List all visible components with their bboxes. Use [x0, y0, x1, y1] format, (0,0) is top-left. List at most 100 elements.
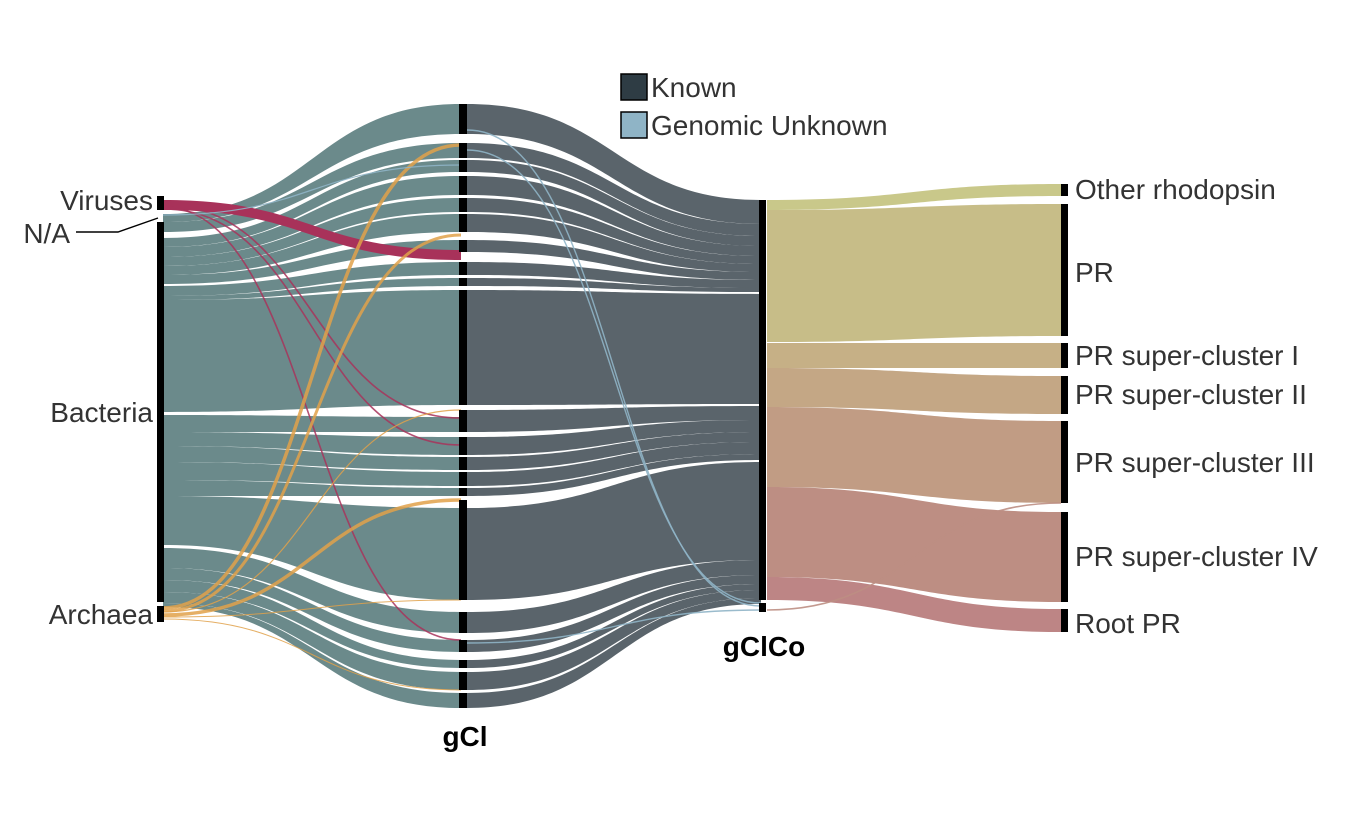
bacteria-flow: [163, 262, 461, 296]
known-flow: [467, 104, 761, 224]
node-gcl-cluster: [459, 472, 467, 486]
node-gcl-cluster: [459, 410, 467, 432]
label-root-pr: Root PR: [1075, 608, 1181, 639]
known-flow: [467, 454, 761, 496]
known-flow: [467, 176, 761, 256]
viruses-thin-flow: [162, 208, 462, 446]
genomic-unknown-flow: [162, 164, 462, 216]
node-gcl-cluster: [459, 240, 467, 252]
flow-to-pr-super-cluster-ii: [767, 368, 1061, 414]
node-gcl-cluster: [459, 660, 467, 668]
node-gcl-cluster: [459, 143, 467, 158]
node-pr-super-cluster-ii: [1061, 376, 1068, 414]
node-other-rhodopsin: [1061, 184, 1068, 196]
genomic-unknown-flow: [466, 129, 762, 607]
node-gcl-cluster: [459, 437, 467, 455]
node-gcl-cluster: [459, 640, 467, 652]
node-gcl-cluster: [459, 104, 467, 134]
flow-to-pr-super-cluster-iv: [766, 502, 1062, 611]
known-flow: [467, 560, 761, 633]
node-pr-super-cluster-iii: [1061, 421, 1068, 503]
archaea-flow: [162, 618, 462, 691]
node-gcl-cluster: [459, 198, 467, 212]
viruses-thin-flow: [162, 204, 462, 419]
legend-known-swatch: [620, 73, 648, 101]
node-gcl-cluster: [459, 290, 467, 405]
node-gcl-cluster: [459, 457, 467, 470]
bacteria-flow: [163, 104, 461, 222]
node-root-pr: [1061, 609, 1068, 632]
known-flow: [467, 406, 761, 432]
bacteria-flow: [163, 462, 461, 486]
node-gcl-cluster: [459, 612, 467, 633]
node-gcl-cluster: [459, 214, 467, 232]
node-archaea: [157, 606, 164, 622]
archaea-flow: [162, 498, 462, 617]
node-gcl-cluster: [459, 500, 467, 600]
na-leader-line: [76, 217, 159, 233]
node-bacteria: [157, 222, 164, 602]
known-flow: [467, 290, 761, 405]
known-flow: [467, 420, 761, 455]
flow-to-pr-super-cluster-i: [767, 343, 1061, 368]
known-flow: [467, 575, 761, 652]
label-other-rhodopsin: Other rhodopsin: [1075, 174, 1276, 205]
flow-to-other-rhodopsin: [767, 184, 1061, 210]
bacteria-flow: [163, 143, 461, 232]
bacteria-flow: [163, 214, 461, 275]
known-flow: [467, 160, 761, 246]
node-pr: [1061, 204, 1068, 336]
bacteria-flow: [163, 160, 461, 247]
node-gcl-cluster: [459, 262, 467, 275]
label-bacteria: Bacteria: [50, 397, 153, 428]
node-pr-super-cluster-iv: [1061, 512, 1068, 602]
known-flow: [467, 442, 761, 486]
nodes: [157, 104, 1068, 708]
column-label-gclco: gClCo: [723, 631, 805, 662]
label-pr: PR: [1075, 257, 1114, 288]
bacteria-flow: [163, 290, 461, 412]
label-pr-super-cluster-iii: PR super-cluster III: [1075, 447, 1315, 478]
bacteria-flow: [163, 278, 461, 300]
known-flow: [467, 214, 761, 272]
flow-to-pr: [767, 204, 1061, 342]
node-gcl-cluster: [459, 488, 467, 496]
known-flow: [467, 262, 761, 288]
label-pr-super-cluster-iv: PR super-cluster IV: [1075, 541, 1318, 572]
archaea-flow: [162, 409, 462, 613]
flow-to-root-pr: [767, 577, 1061, 632]
known-flow: [467, 143, 761, 236]
viruses-flow: [163, 200, 461, 260]
bacteria-flow: [163, 432, 461, 455]
bacteria-flow: [163, 592, 461, 690]
legend-genomic-unknown-label: Genomic Unknown: [651, 110, 888, 141]
bacteria-flow: [163, 446, 461, 470]
archaea-flow: [162, 599, 462, 618]
label-pr-super-cluster-ii: PR super-cluster II: [1075, 379, 1307, 410]
legend-genomic-unknown-swatch: [620, 111, 648, 139]
gclco-to-rhodopsin-flows: [767, 184, 1061, 632]
taxa-to-gcl-flows: [163, 104, 461, 708]
node-pr-super-cluster-i: [1061, 343, 1068, 368]
node-gcl-cluster: [459, 176, 467, 195]
label-viruses: Viruses: [60, 185, 153, 216]
node-viruses: [157, 196, 164, 210]
bacteria-flow: [163, 603, 461, 708]
genomic-unknown-flow: [466, 149, 762, 604]
node-gcl-cluster: [459, 672, 467, 690]
flow-to-pr-super-cluster-iii: [767, 407, 1061, 503]
label-na: N/A: [23, 218, 70, 249]
known-flow: [467, 462, 761, 600]
gcl-to-gclco-flows: [467, 104, 761, 708]
node-gclco-unknown: [759, 603, 766, 612]
bacteria-flow: [163, 480, 461, 496]
bacteria-flow: [163, 580, 461, 668]
node-gcl-cluster: [459, 278, 467, 286]
legend-known-label: Known: [651, 72, 737, 103]
known-flow: [467, 278, 761, 292]
node-gcl-cluster: [459, 160, 467, 172]
column-label-gcl: gCl: [442, 721, 487, 752]
node-gcl-cluster: [459, 693, 467, 708]
legend: Known Genomic Unknown: [620, 72, 888, 141]
